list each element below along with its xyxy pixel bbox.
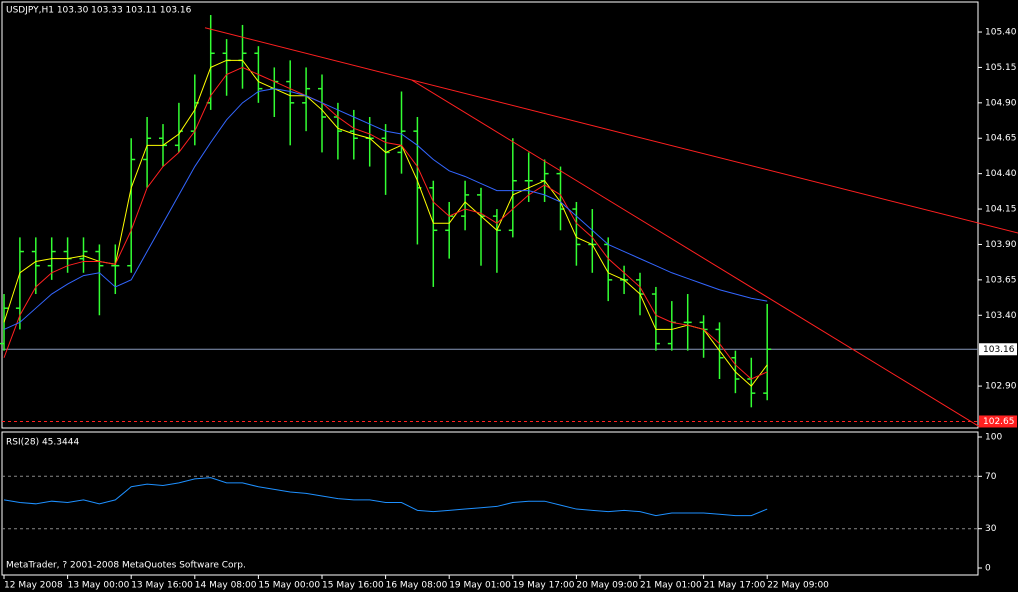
y-tick-label: 0 bbox=[985, 564, 991, 574]
alert-label: 102.65 bbox=[983, 417, 1015, 427]
x-tick-label: 15 May 16:00 bbox=[322, 581, 384, 591]
x-tick-label: 12 May 2008 bbox=[4, 581, 63, 591]
x-tick-label: 20 May 09:00 bbox=[576, 581, 638, 591]
rsi-title: RSI(28) 45.3444 bbox=[6, 438, 79, 448]
x-tick-label: 15 May 00:00 bbox=[258, 581, 320, 591]
rsi-line bbox=[3, 477, 768, 517]
y-tick-label: 30 bbox=[985, 524, 997, 534]
x-tick-label: 19 May 01:00 bbox=[449, 581, 511, 591]
y-tick-label: 103.90 bbox=[985, 240, 1017, 250]
x-tick-label: 22 May 09:00 bbox=[767, 581, 829, 591]
y-tick-label: 105.15 bbox=[985, 63, 1017, 73]
moving-average bbox=[3, 88, 768, 330]
y-tick-label: 102.90 bbox=[985, 382, 1017, 392]
y-tick-label: 104.65 bbox=[985, 134, 1017, 144]
chart-title: USDJPY,H1 103.30 103.33 103.11 103.16 bbox=[6, 6, 192, 16]
y-tick-label: 105.40 bbox=[985, 28, 1017, 38]
footer: MetaTrader, ? 2001-2008 MetaQuotes Softw… bbox=[6, 561, 246, 571]
trendline bbox=[204, 27, 1018, 234]
x-tick-label: 21 May 17:00 bbox=[704, 581, 766, 591]
rsi-frame bbox=[1, 431, 979, 576]
moving-average bbox=[3, 59, 768, 387]
y-tick-label: 100 bbox=[985, 433, 1002, 443]
y-tick-label: 104.40 bbox=[985, 169, 1017, 179]
x-tick-label: 16 May 08:00 bbox=[386, 581, 448, 591]
moving-average bbox=[3, 66, 768, 380]
x-tick-label: 13 May 16:00 bbox=[131, 581, 193, 591]
x-tick-label: 19 May 17:00 bbox=[513, 581, 575, 591]
y-tick-label: 103.40 bbox=[985, 311, 1017, 321]
x-tick-label: 14 May 08:00 bbox=[195, 581, 257, 591]
last-price-label: 103.16 bbox=[983, 345, 1015, 355]
y-tick-label: 104.90 bbox=[985, 98, 1017, 108]
y-tick-label: 104.15 bbox=[985, 205, 1017, 215]
x-tick-label: 21 May 01:00 bbox=[640, 581, 702, 591]
y-tick-label: 70 bbox=[985, 472, 997, 482]
y-tick-label: 103.65 bbox=[985, 275, 1017, 285]
alert-box bbox=[979, 415, 1017, 428]
price-frame bbox=[1, 1, 979, 429]
last-price-box bbox=[979, 343, 1017, 356]
x-tick-label: 13 May 00:00 bbox=[68, 581, 130, 591]
trendline bbox=[411, 79, 981, 428]
